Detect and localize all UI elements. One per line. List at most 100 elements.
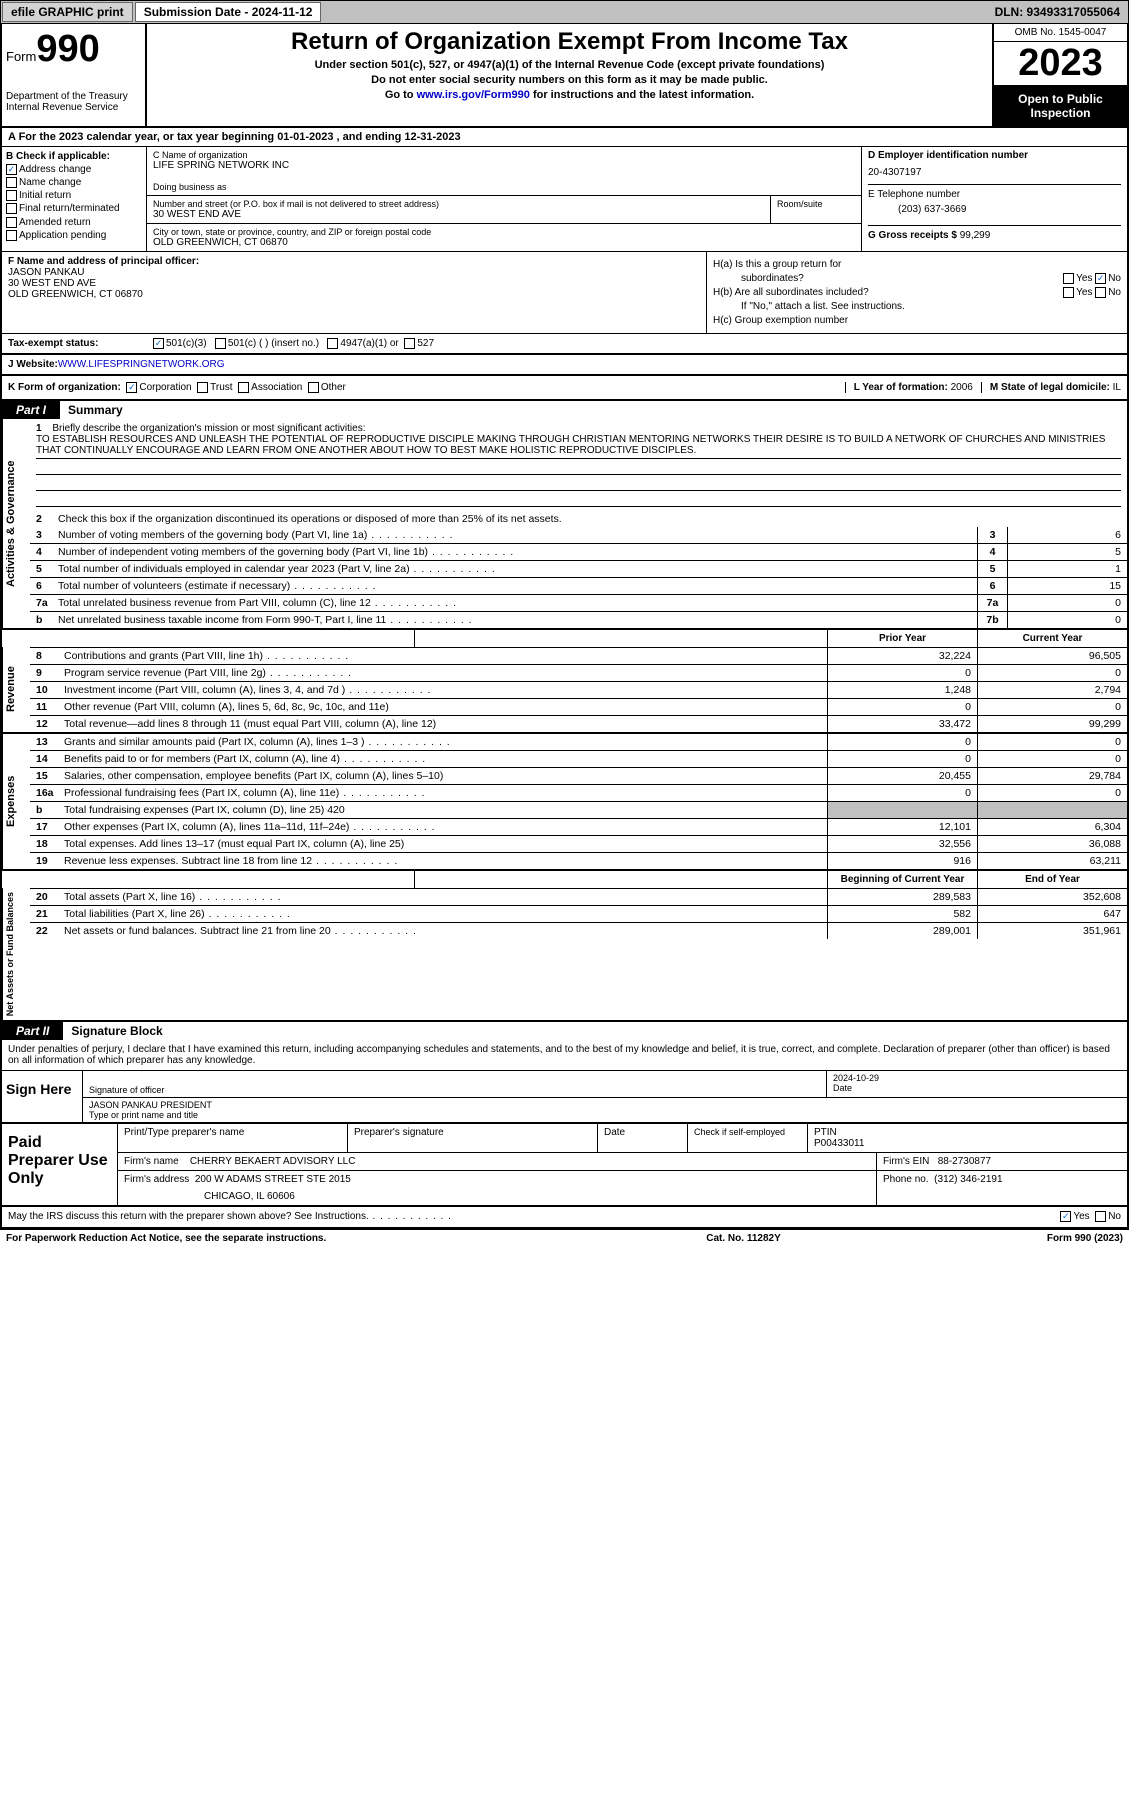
line7a-val: 0: [1007, 595, 1127, 611]
line21-text: Total liabilities (Part X, line 26): [64, 908, 291, 920]
gross-label: G Gross receipts $: [868, 230, 957, 241]
ein-value: 20-4307197: [868, 167, 1121, 178]
footer-row: For Paperwork Reduction Act Notice, see …: [0, 1230, 1129, 1247]
assoc-label: Association: [251, 382, 302, 393]
check-heading: B Check if applicable:: [6, 151, 142, 162]
subtitle3: Go to www.irs.gov/Form990 for instructio…: [155, 89, 984, 101]
discuss-yes-checkbox[interactable]: [1060, 1211, 1071, 1222]
amended-return-checkbox[interactable]: [6, 217, 17, 228]
hb-no: No: [1108, 287, 1121, 298]
line20-text: Total assets (Part X, line 16): [64, 891, 282, 903]
revenue-sidelabel: Revenue: [2, 647, 30, 732]
line15-text: Salaries, other compensation, employee b…: [64, 770, 443, 782]
form-number-box: Form990 Department of the Treasury Inter…: [2, 24, 147, 126]
line7a-box: 7a: [977, 595, 1007, 611]
firm-ein-label: Firm's EIN: [883, 1156, 929, 1167]
r12-current: 99,299: [977, 716, 1127, 732]
city-label: City or town, state or province, country…: [153, 227, 855, 237]
part2-title: Signature Block: [63, 1022, 1127, 1040]
line6-box: 6: [977, 578, 1007, 594]
line11-text: Other revenue (Part VIII, column (A), li…: [64, 701, 389, 713]
r18-current: 36,088: [977, 836, 1127, 852]
addr-label: Number and street (or P.O. box if mail i…: [153, 199, 764, 209]
prep-date-label: Date: [598, 1124, 688, 1152]
mission-text: TO ESTABLISH RESOURCES AND UNLEASH THE P…: [36, 434, 1121, 459]
r9-prior: 0: [827, 665, 977, 681]
org-name: LIFE SPRING NETWORK INC: [153, 160, 855, 171]
period-row: A For the 2023 calendar year, or tax yea…: [2, 128, 1127, 147]
part1-label: Part I: [2, 401, 60, 419]
row-j: J Website: WWW.LIFESPRINGNETWORK.ORG: [2, 355, 1127, 376]
h-block: H(a) Is this a group return for subordin…: [707, 252, 1127, 333]
line22-text: Net assets or fund balances. Subtract li…: [64, 925, 417, 937]
r17-current: 6,304: [977, 819, 1127, 835]
website-link[interactable]: WWW.LIFESPRINGNETWORK.ORG: [58, 359, 225, 370]
ha-yes-checkbox[interactable]: [1063, 273, 1074, 284]
irs-link[interactable]: www.irs.gov/Form990: [417, 89, 530, 101]
address-change-checkbox[interactable]: [6, 164, 17, 175]
officer-name: JASON PANKAU: [8, 267, 700, 278]
527-checkbox[interactable]: [404, 338, 415, 349]
footer-mid: Cat. No. 11282Y: [706, 1233, 780, 1244]
subtitle2: Do not enter social security numbers on …: [155, 74, 984, 86]
discuss-yes: Yes: [1073, 1212, 1089, 1223]
blank-line: [36, 477, 1121, 491]
r21-current: 647: [977, 906, 1127, 922]
501c3-checkbox[interactable]: [153, 338, 164, 349]
firm-name: CHERRY BEKAERT ADVISORY LLC: [190, 1156, 356, 1167]
line9-text: Program service revenue (Part VIII, line…: [64, 667, 352, 679]
firm-addr-label: Firm's address: [124, 1174, 189, 1185]
part1-header: Part I Summary: [2, 401, 1127, 419]
hb-no-checkbox[interactable]: [1095, 287, 1106, 298]
hb-yes-checkbox[interactable]: [1063, 287, 1074, 298]
hb-yes: Yes: [1076, 287, 1092, 298]
dba-label: Doing business as: [153, 182, 855, 192]
line14-text: Benefits paid to or for members (Part IX…: [64, 753, 426, 765]
line5-text: Total number of individuals employed in …: [58, 563, 971, 575]
governance-sidelabel: Activities & Governance: [2, 419, 30, 628]
501c-checkbox[interactable]: [215, 338, 226, 349]
4947-label: 4947(a)(1) or: [340, 338, 398, 349]
line8-text: Contributions and grants (Part VIII, lin…: [64, 650, 349, 662]
line6-val: 15: [1007, 578, 1127, 594]
final-return-checkbox[interactable]: [6, 203, 17, 214]
assoc-checkbox[interactable]: [238, 382, 249, 393]
name-change-checkbox[interactable]: [6, 177, 17, 188]
form-label: Form: [6, 49, 36, 64]
app-pending-checkbox[interactable]: [6, 230, 17, 241]
open-inspection: Open to Public Inspection: [994, 86, 1127, 126]
year-box: OMB No. 1545-0047 2023 Open to Public In…: [992, 24, 1127, 126]
ptin-value: P00433011: [814, 1138, 1121, 1149]
initial-return-checkbox[interactable]: [6, 190, 17, 201]
revenue-section: Revenue 8Contributions and grants (Part …: [2, 647, 1127, 732]
4947-checkbox[interactable]: [327, 338, 338, 349]
r8-prior: 32,224: [827, 648, 977, 664]
cb-address-change: Address change: [19, 164, 91, 175]
discuss-no-checkbox[interactable]: [1095, 1211, 1106, 1222]
r15-prior: 20,455: [827, 768, 977, 784]
r11-prior: 0: [827, 699, 977, 715]
r12-prior: 33,472: [827, 716, 977, 732]
form-org-label: K Form of organization:: [8, 382, 121, 393]
form-title: Return of Organization Exempt From Incom…: [155, 28, 984, 56]
row-fgh: F Name and address of principal officer:…: [2, 252, 1127, 334]
r10-prior: 1,248: [827, 682, 977, 698]
trust-checkbox[interactable]: [197, 382, 208, 393]
expenses-section: Expenses 13Grants and similar amounts pa…: [2, 732, 1127, 869]
domicile-label: M State of legal domicile:: [990, 382, 1110, 393]
line3-text: Number of voting members of the governin…: [58, 529, 971, 541]
officer-addr2: OLD GREENWICH, CT 06870: [8, 289, 700, 300]
discuss-text: May the IRS discuss this return with the…: [8, 1211, 452, 1222]
other-checkbox[interactable]: [308, 382, 319, 393]
efile-button[interactable]: efile GRAPHIC print: [2, 2, 133, 22]
officer-addr1: 30 WEST END AVE: [8, 278, 700, 289]
corp-checkbox[interactable]: [126, 382, 137, 393]
phone-label: E Telephone number: [868, 189, 1121, 200]
other-label: Other: [321, 382, 346, 393]
blank-line: [36, 493, 1121, 507]
room-label: Room/suite: [777, 199, 855, 209]
firm-ein: 88-2730877: [938, 1156, 991, 1167]
ha-no-checkbox[interactable]: [1095, 273, 1106, 284]
title-box: Return of Organization Exempt From Incom…: [147, 24, 992, 126]
ha2-label: subordinates?: [741, 273, 804, 284]
